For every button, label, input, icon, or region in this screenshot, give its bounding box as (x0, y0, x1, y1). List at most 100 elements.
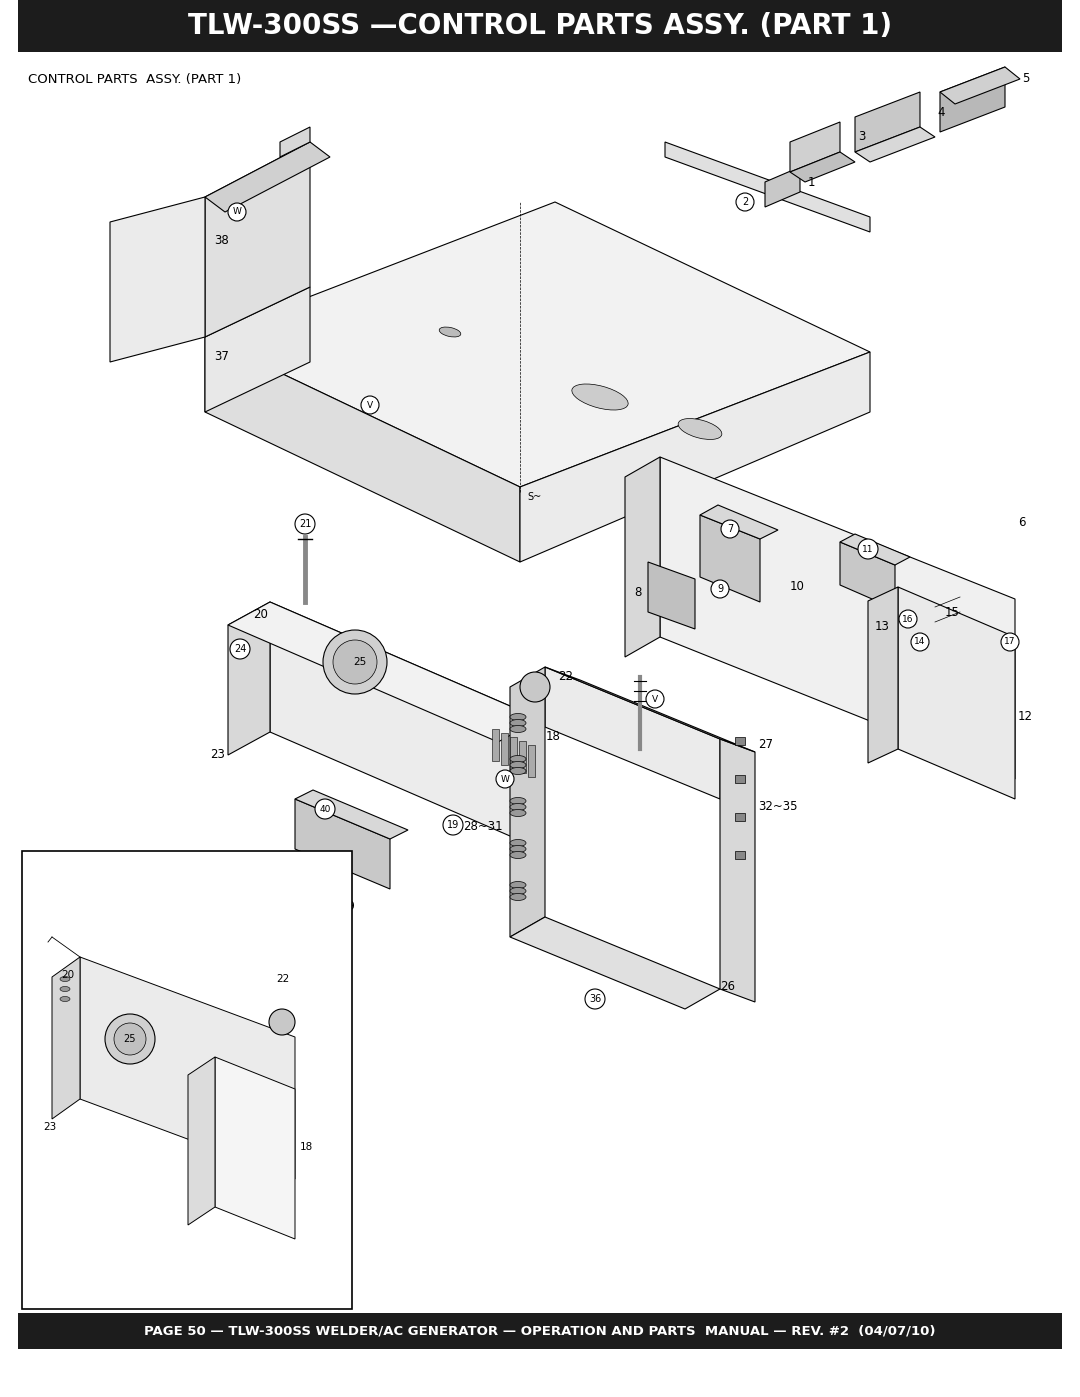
Circle shape (48, 990, 65, 1009)
Polygon shape (940, 67, 1020, 103)
Polygon shape (700, 504, 778, 539)
Bar (501, 733, 508, 766)
Polygon shape (295, 789, 408, 840)
Polygon shape (789, 122, 840, 172)
Polygon shape (625, 457, 660, 657)
Text: 14: 14 (915, 637, 926, 647)
Bar (735, 851, 745, 859)
Polygon shape (545, 666, 720, 799)
Circle shape (1001, 633, 1020, 651)
Polygon shape (228, 602, 270, 754)
Bar (18, 1313, 1062, 1350)
Text: 23: 23 (211, 747, 225, 760)
Ellipse shape (510, 798, 526, 805)
Ellipse shape (510, 852, 526, 859)
Ellipse shape (60, 996, 70, 1002)
Circle shape (333, 640, 377, 685)
Text: 12: 12 (1018, 711, 1032, 724)
Text: 25: 25 (353, 657, 366, 666)
Polygon shape (215, 1058, 295, 1239)
Text: 39: 39 (340, 901, 355, 914)
Bar (735, 813, 745, 821)
Text: 2: 2 (742, 197, 748, 207)
Ellipse shape (510, 887, 526, 894)
Polygon shape (700, 515, 760, 602)
Text: W: W (186, 1194, 194, 1203)
Polygon shape (660, 457, 1015, 780)
Circle shape (912, 633, 929, 651)
Polygon shape (545, 666, 755, 752)
Polygon shape (280, 127, 310, 156)
Circle shape (230, 638, 249, 659)
Ellipse shape (678, 419, 721, 440)
Text: W: W (500, 774, 510, 784)
Text: 15: 15 (945, 605, 960, 619)
Circle shape (39, 933, 57, 951)
Circle shape (269, 1009, 295, 1035)
Ellipse shape (510, 725, 526, 732)
Text: 11: 11 (862, 545, 874, 553)
Ellipse shape (510, 894, 526, 901)
Ellipse shape (510, 767, 526, 774)
Polygon shape (940, 67, 1005, 131)
Text: 20: 20 (60, 970, 75, 981)
Ellipse shape (510, 719, 526, 726)
Ellipse shape (510, 809, 526, 816)
Polygon shape (648, 562, 696, 629)
Text: CONTROL PARTS  ASSY. (PART 1): CONTROL PARTS ASSY. (PART 1) (28, 73, 241, 85)
Polygon shape (897, 587, 1015, 799)
Circle shape (183, 1192, 198, 1207)
Text: V: V (652, 694, 658, 704)
Bar (735, 738, 745, 745)
Circle shape (585, 989, 605, 1009)
Text: 27: 27 (758, 739, 773, 752)
Circle shape (361, 395, 379, 414)
Circle shape (721, 520, 739, 538)
Text: UP TO S/N535308736: UP TO S/N535308736 (28, 1313, 154, 1326)
Polygon shape (855, 127, 935, 162)
Polygon shape (188, 1058, 215, 1225)
Polygon shape (720, 739, 755, 1002)
Circle shape (228, 203, 246, 221)
Ellipse shape (510, 803, 526, 810)
Text: 22: 22 (276, 974, 289, 983)
Polygon shape (295, 799, 390, 888)
Circle shape (171, 1259, 189, 1275)
Circle shape (114, 1023, 146, 1055)
Circle shape (295, 514, 315, 534)
Text: 6: 6 (1018, 515, 1026, 528)
Polygon shape (205, 203, 870, 488)
Text: 24: 24 (233, 644, 246, 654)
Ellipse shape (510, 840, 526, 847)
Text: 21: 21 (42, 937, 54, 947)
Text: 9: 9 (717, 584, 724, 594)
Polygon shape (519, 352, 870, 562)
Polygon shape (665, 142, 870, 232)
Polygon shape (270, 602, 540, 849)
Polygon shape (765, 168, 800, 207)
Text: 23: 23 (43, 1122, 56, 1132)
Circle shape (519, 672, 550, 703)
Text: 32~35: 32~35 (758, 800, 797, 813)
Text: 1: 1 (808, 176, 815, 189)
Text: 40: 40 (320, 805, 330, 813)
Text: 21: 21 (299, 520, 311, 529)
Circle shape (443, 814, 463, 835)
Circle shape (646, 690, 664, 708)
Ellipse shape (510, 714, 526, 721)
Polygon shape (510, 916, 720, 1009)
Bar (528, 745, 535, 777)
Text: 18: 18 (546, 731, 561, 743)
Text: 4: 4 (937, 106, 945, 119)
Text: 17: 17 (1004, 637, 1016, 647)
Circle shape (858, 539, 878, 559)
Text: 3: 3 (858, 130, 865, 144)
Circle shape (711, 580, 729, 598)
Text: S~: S~ (527, 492, 541, 502)
Polygon shape (80, 957, 295, 1179)
Text: 25: 25 (124, 1034, 136, 1044)
Ellipse shape (510, 882, 526, 888)
Text: V: V (367, 401, 373, 409)
Bar (510, 738, 517, 768)
Bar (18, 0, 1062, 52)
